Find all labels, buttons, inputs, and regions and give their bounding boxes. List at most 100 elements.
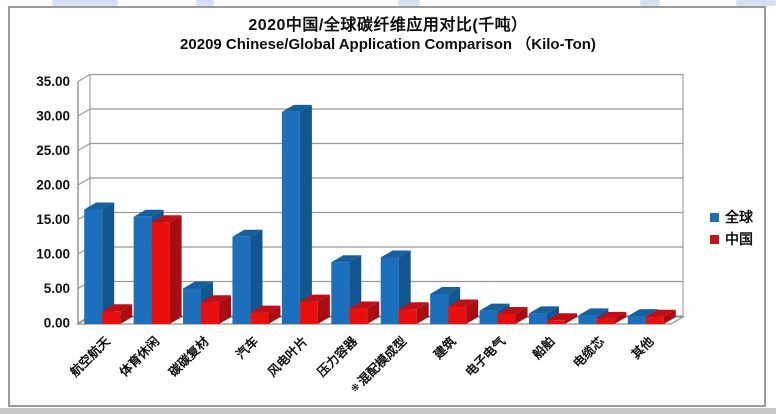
bar-top-face [331,255,362,263]
bar-top-face [201,295,232,303]
bar-top-face [528,306,559,314]
bar-top-face [281,104,312,112]
bar-side-face [219,295,232,324]
bar-china-0 [102,304,133,324]
x-category-label-9: 船舶 [529,334,557,362]
x-category-label-6: 混配模成型 [355,333,410,388]
bar-front-face [578,315,597,324]
bar-front-face [133,216,152,324]
bar-top-face [627,309,658,317]
bar-top-face [232,229,263,237]
bar-global-4 [281,104,312,324]
bar-top-face [645,309,676,317]
y-tick-label: 25.00 [36,143,70,158]
bar-side-face [515,307,528,324]
bar-side-face [268,305,281,324]
bar-top-face [151,215,182,223]
bar-front-face [430,294,449,324]
x-category-label-7: 建筑 [430,333,459,362]
bar-front-face [299,301,318,324]
bar-top-face [84,202,115,210]
x-category-label-3: 汽车 [233,333,262,362]
bar-front-face [201,302,220,324]
bar-top-face [448,299,479,307]
x-category-label-4: 风电叶片 [265,334,311,380]
bar-side-face [169,215,182,324]
bar-front-face [497,314,516,324]
china-series-swatch-icon [710,234,719,244]
top-edge-smudge [640,0,660,6]
bar-china-6 [398,302,429,324]
bar-top-face [133,209,164,217]
gridline-connector [77,142,91,152]
bar-china-1 [151,215,182,324]
bar-front-face [546,320,565,324]
bar-front-face [398,309,417,324]
top-edge-smudge [398,0,420,6]
x-category-label-8: 电子电气 [462,333,508,379]
top-edge-smudge [736,0,776,6]
bar-front-face [102,311,121,324]
bar-top-face [578,308,609,316]
bar-top-face [250,305,281,313]
bar-top-face [380,250,411,258]
bar-top-face [183,281,214,289]
bar-china-3 [250,305,281,324]
y-tick-label: 35.00 [36,74,70,89]
bar-china-7 [448,299,479,324]
bottom-edge-artifact: ※ [351,383,360,394]
bar-china-10 [596,311,627,324]
bar-side-face [317,294,330,324]
bar-front-face [448,306,467,324]
bar-front-face [528,313,547,324]
chart-title-chinese: 2020中国/全球碳纤维应用对比(千吨） [248,17,528,34]
bar-top-face [349,301,380,309]
bar-front-face [281,111,300,324]
legend-label-china: 中国 [725,231,753,247]
bar-side-face [120,304,133,324]
x-category-label-1: 体育休闲 [116,334,162,380]
y-tick-label: 20.00 [36,178,70,193]
bar-front-face [331,262,350,324]
top-edge-smudge [196,0,214,6]
bar-front-face [627,316,646,324]
bar-china-5 [349,301,380,324]
bar-top-face [596,311,627,319]
legend-item-global: 全球 [710,210,772,224]
bar-china-9 [546,313,577,324]
gridline-connector [77,108,91,117]
y-tick-label: 30.00 [36,109,70,124]
x-category-label-2: 碳碳复材 [166,333,212,379]
bar-front-face [645,316,664,324]
top-edge-smudge [52,0,118,6]
bar-front-face [479,310,498,324]
bar-side-face [367,301,380,324]
bar-front-face [349,308,368,324]
y-tick-label: 15.00 [36,212,70,227]
chart-title-english: 20209 Chinese/Global Application Compari… [180,36,596,53]
bar-side-face [564,313,577,324]
bar-china-4 [299,294,330,324]
chart-legend: 全球 中国 [710,210,772,246]
legend-label-global: 全球 [725,209,753,225]
x-category-label-10: 电缆芯 [570,333,607,370]
bar-top-face [497,307,528,315]
bar-top-face [546,313,577,321]
bar-front-face [183,288,202,324]
y-tick-label: 5.00 [44,281,70,296]
legend-item-china: 中国 [710,232,772,246]
x-category-label-11: 其他 [628,333,657,362]
bar-front-face [232,236,251,324]
gridline-connector [77,177,91,186]
bar-side-face [416,302,429,324]
bar-front-face [151,222,170,324]
bar-side-face [250,229,263,324]
y-tick-label: 0.00 [44,316,70,331]
bar-top-face [102,304,133,312]
bar-global-0 [84,202,115,324]
bar-china-2 [201,295,232,324]
bottom-edge-band [0,408,776,414]
bar-side-face [102,202,115,324]
x-category-label-0: 航空航天 [67,333,113,379]
